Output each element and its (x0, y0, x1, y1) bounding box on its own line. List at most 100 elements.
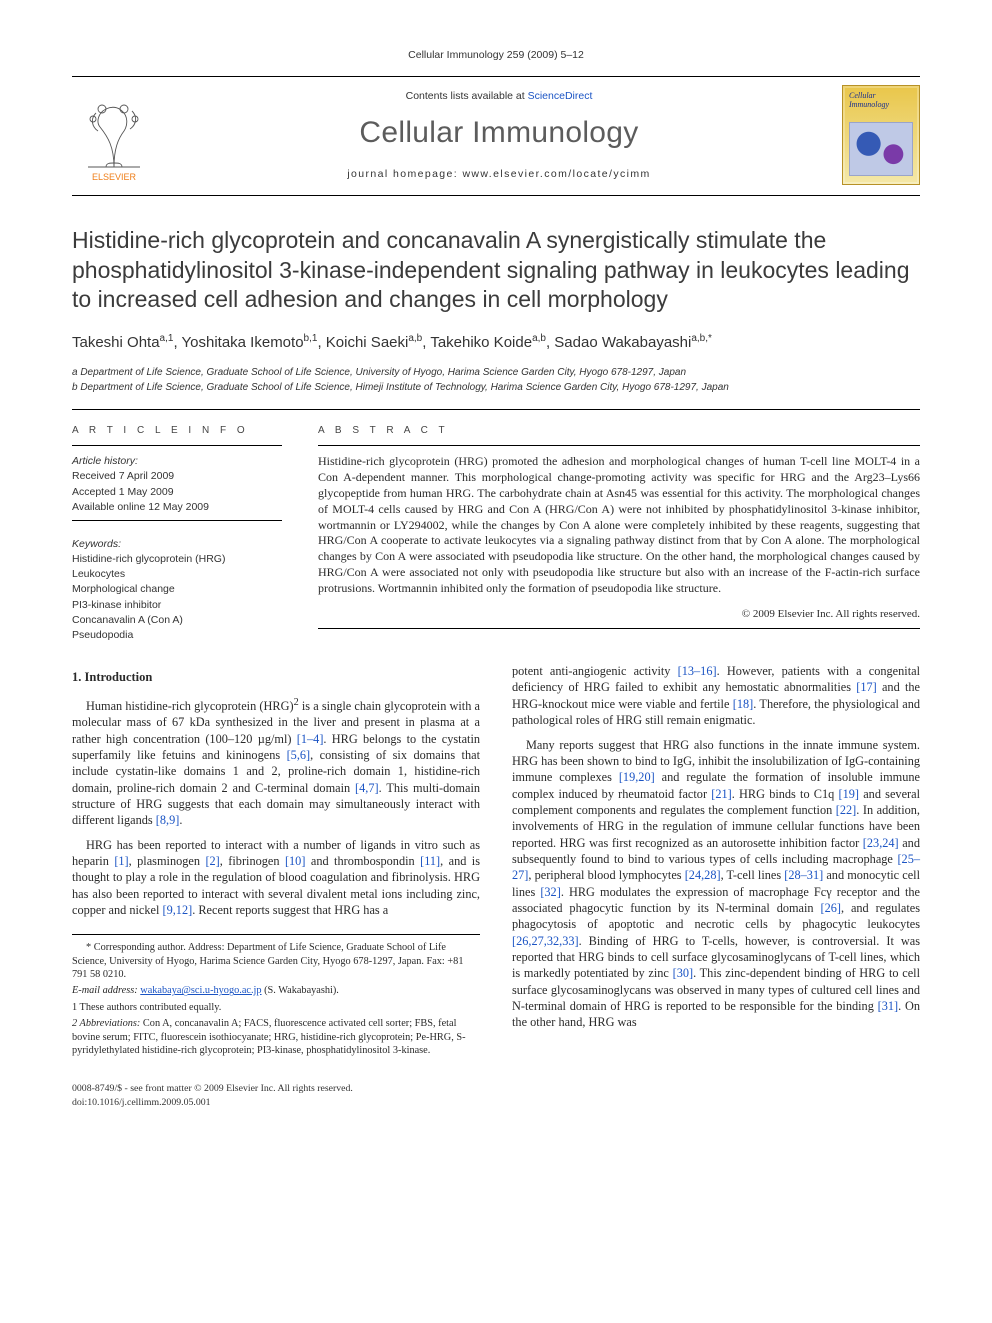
abbrev-label: 2 Abbreviations: (72, 1018, 140, 1029)
email-line: E-mail address: wakabaya@sci.u-hyogo.ac.… (72, 984, 480, 997)
email-label: E-mail address: (72, 985, 138, 996)
email-link[interactable]: wakabaya@sci.u-hyogo.ac.jp (140, 985, 261, 996)
text: , plasminogen (129, 854, 206, 868)
cover-image (849, 122, 913, 176)
keyword: PI3-kinase inhibitor (72, 598, 282, 612)
homepage-line: journal homepage: www.elsevier.com/locat… (168, 167, 830, 181)
body-col-right: potent anti-angiogenic activity [13–16].… (512, 663, 920, 1060)
author-3-aff: a,b (408, 333, 422, 344)
history-accepted: Accepted 1 May 2009 (72, 485, 282, 499)
affiliation-a: a Department of Life Science, Graduate S… (72, 366, 920, 380)
keywords-block: Keywords: Histidine-rich glycoprotein (H… (72, 537, 282, 642)
text: potent anti-angiogenic activity (512, 664, 678, 678)
authors: Takeshi Ohtaa,1, Yoshitaka Ikemotob,1, K… (72, 332, 920, 353)
divider (318, 628, 920, 629)
text: . Recent reports suggest that HRG has a (192, 903, 388, 917)
citation-link[interactable]: [10] (285, 854, 306, 868)
corresponding-author: * Corresponding author. Address: Departm… (72, 941, 480, 981)
elsevier-tree-icon: ELSEVIER (78, 97, 150, 183)
body-columns: 1. Introduction Human histidine-rich gly… (72, 663, 920, 1060)
masthead-center: Contents lists available at ScienceDirec… (168, 89, 830, 182)
paragraph: potent anti-angiogenic activity [13–16].… (512, 663, 920, 728)
section-heading: 1. Introduction (72, 669, 480, 686)
citation-link[interactable]: [30] (673, 966, 694, 980)
section-number: 1. (72, 670, 81, 684)
footnotes: * Corresponding author. Address: Departm… (72, 934, 480, 1057)
contents-prefix: Contents lists available at (406, 90, 528, 102)
keyword: Pseudopodia (72, 628, 282, 642)
citation-link[interactable]: [24,28] (685, 868, 721, 882)
author-3: , Koichi Saeki (317, 334, 408, 351)
citation-link[interactable]: [26] (820, 901, 841, 915)
text: and thrombospondin (305, 854, 420, 868)
homepage-url: www.elsevier.com/locate/ycimm (462, 168, 650, 180)
citation-link[interactable]: [28–31] (784, 868, 823, 882)
email-tail: (S. Wakabayashi). (262, 985, 339, 996)
paragraph: Human histidine-rich glycoprotein (HRG)2… (72, 696, 480, 829)
abstract-copyright: © 2009 Elsevier Inc. All rights reserved… (318, 607, 920, 622)
sciencedirect-link[interactable]: ScienceDirect (528, 90, 593, 102)
citation-link[interactable]: [5,6] (287, 748, 311, 762)
body-col-left: 1. Introduction Human histidine-rich gly… (72, 663, 480, 1060)
author-2: , Yoshitaka Ikemoto (173, 334, 303, 351)
cover-title: Cellular Immunology (849, 92, 913, 109)
keyword: Leukocytes (72, 567, 282, 581)
contents-line: Contents lists available at ScienceDirec… (168, 89, 830, 103)
author-5: , Sadao Wakabayashi (546, 334, 691, 351)
footnote-1: 1 These authors contributed equally. (72, 1001, 480, 1014)
citation-link[interactable]: [1–4] (297, 732, 324, 746)
citation-link[interactable]: [23,24] (863, 836, 899, 850)
citation-link[interactable]: [4,7] (355, 781, 379, 795)
keyword: Morphological change (72, 582, 282, 596)
article-info-head: A R T I C L E I N F O (72, 424, 282, 438)
divider (72, 445, 282, 446)
citation-link[interactable]: [8,9] (156, 813, 180, 827)
divider (72, 409, 920, 410)
citation-link[interactable]: [19,20] (619, 770, 655, 784)
citation-link[interactable]: [2] (205, 854, 219, 868)
abstract-column: A B S T R A C T Histidine-rich glycoprot… (318, 424, 920, 643)
footer-bar: 0008-8749/$ - see front matter © 2009 El… (72, 1082, 920, 1108)
citation-link[interactable]: [13–16] (678, 664, 717, 678)
affiliation-b: b Department of Life Science, Graduate S… (72, 381, 920, 395)
author-2-aff: b,1 (304, 333, 318, 344)
citation-link[interactable]: [26,27,32,33] (512, 934, 579, 948)
citation-link[interactable]: [22] (836, 803, 857, 817)
citation-link[interactable]: [9,12] (162, 903, 192, 917)
citation-link[interactable]: [17] (856, 680, 877, 694)
journal-name: Cellular Immunology (168, 113, 830, 154)
text: , T-cell lines (721, 868, 785, 882)
text: . HRG binds to C1q (732, 787, 839, 801)
publisher-logo-label: ELSEVIER (92, 172, 137, 182)
abstract-head: A B S T R A C T (318, 424, 920, 438)
citation-link[interactable]: [11] (420, 854, 440, 868)
keyword: Concanavalin A (Con A) (72, 613, 282, 627)
journal-cover-thumb: Cellular Immunology (842, 85, 920, 185)
citation-link[interactable]: [32] (540, 885, 561, 899)
section-title: Introduction (85, 670, 153, 684)
author-4: , Takehiko Koide (422, 334, 532, 351)
divider (72, 520, 282, 521)
citation-link[interactable]: [1] (114, 854, 128, 868)
citation-link[interactable]: [19] (839, 787, 860, 801)
citation-link[interactable]: [31] (878, 999, 899, 1013)
citation-link[interactable]: [21] (711, 787, 732, 801)
keyword: Histidine-rich glycoprotein (HRG) (72, 552, 282, 566)
history-label: Article history: (72, 454, 282, 468)
author-1-aff: a,1 (160, 333, 174, 344)
divider (318, 445, 920, 446)
keywords-label: Keywords: (72, 537, 282, 551)
text: , peripheral blood lymphocytes (528, 868, 684, 882)
front-matter-line: 0008-8749/$ - see front matter © 2009 El… (72, 1082, 353, 1095)
publisher-logo: ELSEVIER (72, 87, 156, 183)
author-5-aff: a,b,* (691, 333, 712, 344)
running-head: Cellular Immunology 259 (2009) 5–12 (72, 48, 920, 62)
doi-line: doi:10.1016/j.cellimm.2009.05.001 (72, 1096, 353, 1109)
article-info-column: A R T I C L E I N F O Article history: R… (72, 424, 282, 643)
footnote-2: 2 Abbreviations: Con A, concanavalin A; … (72, 1017, 480, 1057)
article-history: Article history: Received 7 April 2009 A… (72, 454, 282, 514)
history-online: Available online 12 May 2009 (72, 500, 282, 514)
text: Human histidine-rich glycoprotein (HRG) (86, 699, 294, 713)
article-title: Histidine-rich glycoprotein and concanav… (72, 226, 920, 314)
citation-link[interactable]: [18] (733, 697, 754, 711)
